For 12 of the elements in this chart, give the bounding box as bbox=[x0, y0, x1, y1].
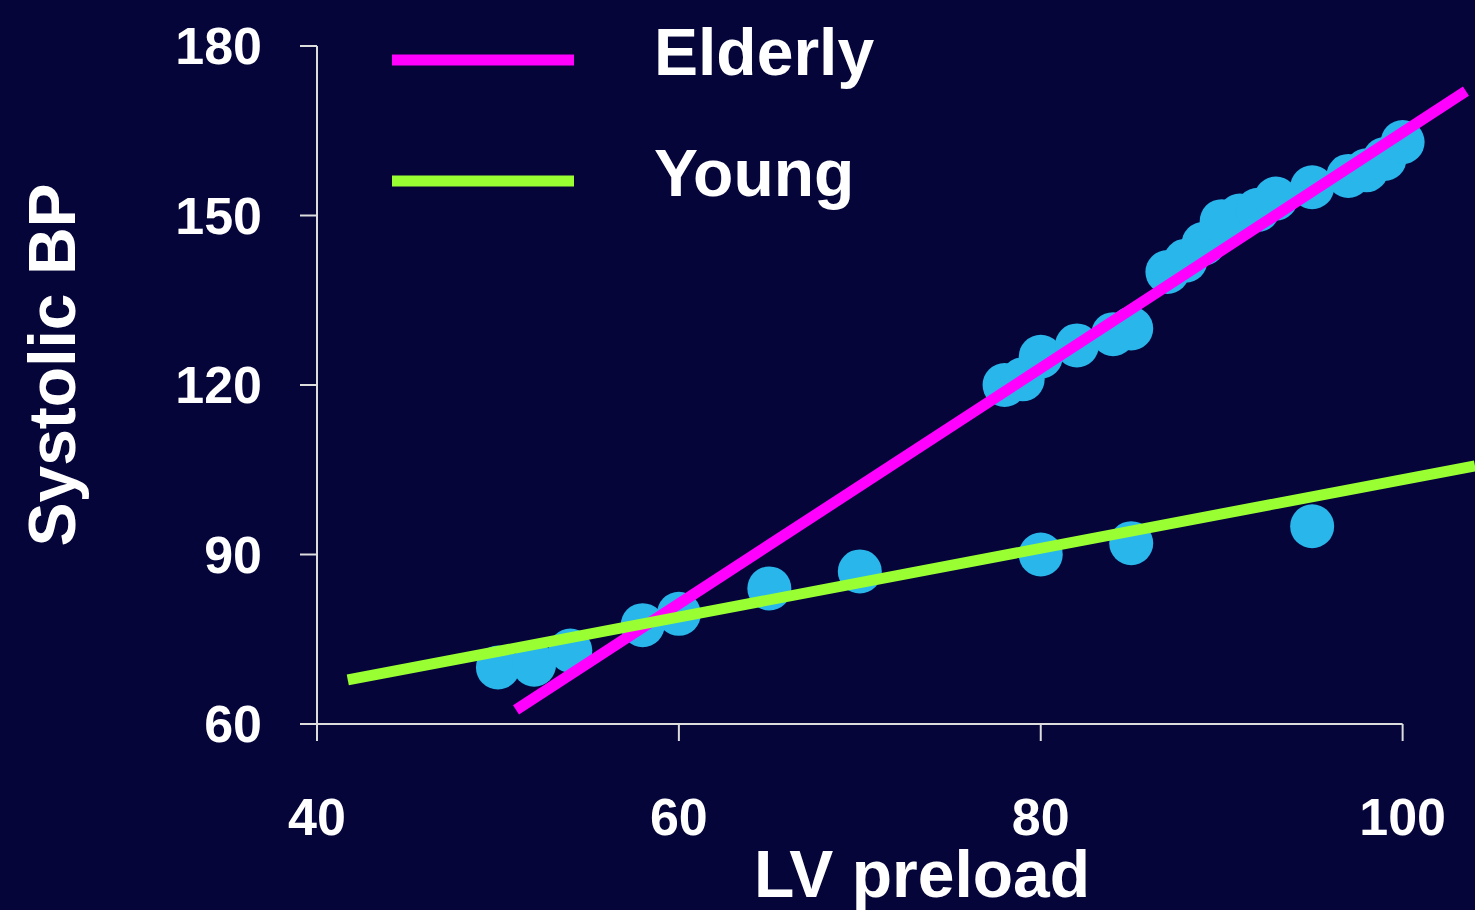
x-tick-label: 100 bbox=[1359, 788, 1447, 846]
x-tick-label: 80 bbox=[1011, 788, 1070, 846]
y-tick-label: 180 bbox=[175, 17, 262, 76]
y-tick-label: 90 bbox=[204, 525, 262, 584]
legend-label: Elderly bbox=[654, 14, 875, 89]
y-axis-title: Systolic BP bbox=[15, 183, 89, 547]
y-tick-label: 150 bbox=[175, 186, 262, 245]
y-tick-label: 60 bbox=[204, 695, 262, 754]
x-tick-label: 60 bbox=[649, 788, 708, 846]
y-tick-label: 120 bbox=[175, 356, 262, 415]
legend-label: Young bbox=[654, 135, 855, 210]
x-tick-label: 40 bbox=[288, 788, 346, 846]
